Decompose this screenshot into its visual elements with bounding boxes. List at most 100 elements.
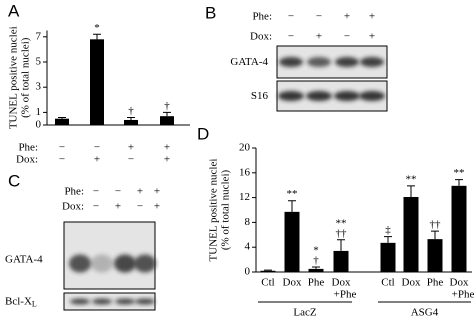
blot-band: [279, 57, 303, 67]
y-tick-label: 7: [36, 30, 42, 42]
error-bar: [93, 33, 101, 40]
blot-band: [335, 57, 359, 67]
error-bar: [431, 230, 439, 240]
x-tick-sublabel: +Phe: [452, 289, 474, 301]
significance-mark: ††: [336, 227, 348, 239]
condition-label: Dox:: [16, 154, 38, 166]
significance-mark: **: [406, 173, 417, 185]
significance-mark: **: [287, 188, 298, 200]
bar: [160, 116, 174, 125]
condition-sign: −: [94, 142, 100, 154]
band-label: Bcl-XL: [5, 295, 37, 308]
bar: [90, 39, 104, 125]
band-label-text: S16: [251, 90, 269, 102]
group-label: LacZ: [293, 307, 316, 319]
x-tick-label: Dox: [332, 277, 351, 289]
blot-band: [91, 254, 113, 273]
blot-band: [359, 91, 385, 101]
significance-mark: **: [454, 167, 465, 179]
panel-label: D: [197, 124, 209, 143]
band-label-text: Bcl-X: [5, 295, 32, 307]
y-tick-label: 20: [239, 142, 251, 154]
condition-sign: −: [316, 11, 322, 23]
x-tick-label: Ctl: [381, 277, 394, 289]
bar: [284, 211, 300, 272]
blot-band: [334, 91, 360, 101]
y-axis-label: TUNEL positive nuclei: [8, 26, 20, 129]
condition-sign: +: [369, 11, 375, 23]
y-tick-label: 5: [36, 56, 42, 68]
error-bar: [384, 236, 392, 243]
error-bar: [58, 116, 66, 119]
condition-sign: −: [93, 201, 99, 213]
y-tick-label: 4: [245, 241, 251, 253]
bar: [403, 196, 419, 272]
condition-sign: +: [137, 186, 143, 198]
condition-sign: −: [115, 186, 121, 198]
bar: [55, 118, 69, 125]
blot-band: [114, 254, 136, 273]
panel-label: A: [8, 1, 20, 20]
blot-band: [360, 57, 384, 67]
condition-sign: +: [154, 186, 160, 198]
error-bar: [163, 111, 171, 117]
blot-band: [69, 254, 91, 273]
blot-band: [115, 298, 135, 305]
y-tick-label: 1: [36, 106, 42, 118]
error-bar: [455, 179, 463, 186]
error-bar: [288, 200, 296, 212]
condition-sign: +: [115, 201, 121, 213]
blot-band: [92, 298, 112, 305]
y-axis-label: (% of total nuclei): [220, 170, 232, 251]
x-tick-label: Dox: [283, 277, 302, 289]
y-axis-label: (% of total nuclei): [20, 37, 32, 118]
significance-mark: ††: [430, 219, 442, 231]
band-label: GATA-4: [5, 253, 43, 265]
panel-label: B: [205, 3, 216, 22]
panel-label: C: [8, 171, 20, 190]
significance-mark: †: [313, 255, 319, 267]
error-bar: [407, 185, 415, 197]
significance-mark: †: [164, 100, 170, 112]
blot-band: [306, 91, 332, 101]
significance-mark: †: [128, 105, 134, 117]
bar: [427, 239, 443, 272]
error-bar: [337, 239, 345, 251]
condition-sign: −: [137, 201, 143, 213]
error-bar: [312, 266, 320, 269]
condition-sign: −: [59, 142, 65, 154]
bar: [451, 185, 467, 272]
bar: [333, 250, 349, 272]
significance-mark: ‡: [385, 224, 391, 236]
blot-band: [70, 298, 90, 305]
significance-mark: *: [313, 245, 319, 257]
condition-sign: +: [316, 31, 322, 43]
x-tick-label: Ctl: [261, 277, 274, 289]
blot-band: [135, 298, 155, 305]
y-tick-label: 0: [245, 266, 251, 278]
y-tick-label: 12: [239, 191, 250, 203]
group-label: ASG4: [411, 307, 439, 319]
condition-label: Dox:: [250, 31, 272, 43]
blot-panel: B Phe: − − + + Dox: − + − + GATA-4 S16: [205, 3, 388, 112]
condition-sign: +: [154, 201, 160, 213]
blot-band: [134, 254, 156, 273]
x-tick-label: Dox: [402, 277, 421, 289]
y-tick-label: 16: [239, 166, 251, 178]
condition-label: Phe:: [64, 186, 84, 198]
y-tick-label: 3: [36, 81, 42, 93]
bar: [380, 242, 396, 272]
condition-sign: +: [344, 11, 350, 23]
blot-band: [278, 91, 304, 101]
condition-sign: +: [369, 31, 375, 43]
significance-mark: *: [94, 22, 100, 34]
condition-sign: −: [288, 31, 294, 43]
condition-label: Phe:: [18, 142, 38, 154]
bar: [260, 270, 276, 272]
condition-sign: −: [344, 31, 350, 43]
blot-band: [307, 57, 331, 67]
condition-sign: +: [128, 142, 134, 154]
x-tick-label: Phe: [427, 277, 444, 289]
